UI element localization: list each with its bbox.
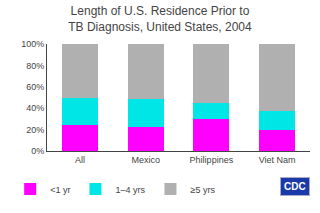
svg-text:100%: 100% — [21, 39, 44, 49]
svg-text:80%: 80% — [26, 61, 44, 71]
svg-text:0%: 0% — [31, 146, 44, 156]
svg-text:40%: 40% — [26, 103, 44, 113]
svg-text:≥5 yrs: ≥5 yrs — [190, 185, 215, 195]
svg-text:60%: 60% — [26, 82, 44, 92]
svg-text:1–4 yrs: 1–4 yrs — [115, 185, 145, 195]
svg-text:CDC: CDC — [284, 181, 306, 192]
svg-text:All: All — [75, 155, 85, 165]
svg-text:Mexico: Mexico — [131, 155, 160, 165]
svg-text:20%: 20% — [26, 125, 44, 135]
svg-text:Philippines: Philippines — [190, 155, 234, 165]
svg-text:<1 yr: <1 yr — [50, 185, 70, 195]
svg-text:Length of U.S. Residence Prior: Length of U.S. Residence Prior toTB Diag… — [68, 4, 252, 34]
svg-text:Viet Nam: Viet Nam — [259, 155, 296, 165]
